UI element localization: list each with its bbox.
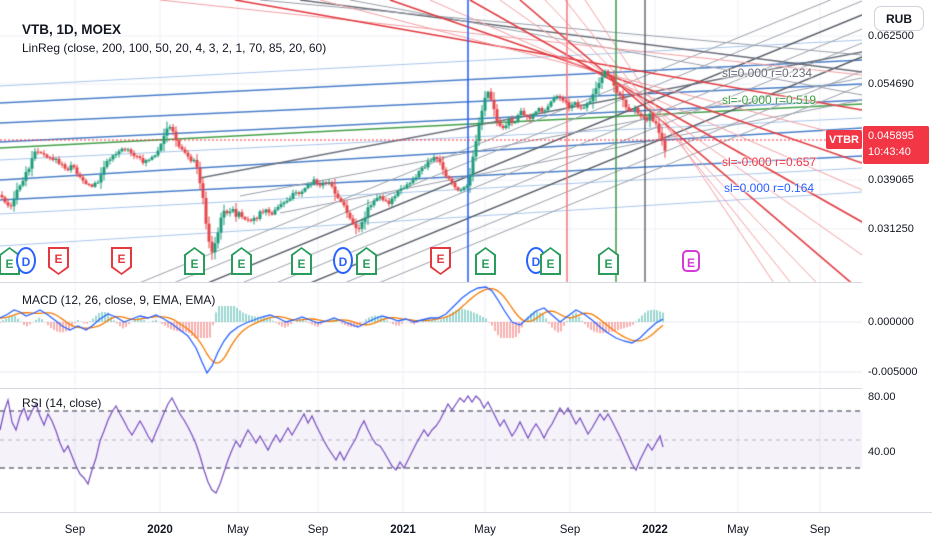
axis-tick-label: 0.000000 — [868, 316, 914, 328]
marker-letter: E — [362, 257, 371, 271]
marker-letter: E — [604, 257, 613, 271]
marker-letter: D — [21, 255, 31, 269]
axis-tick-label: 0.062500 — [868, 30, 914, 42]
event-marker-e[interactable]: E — [540, 247, 561, 275]
event-marker-e[interactable]: E — [598, 247, 619, 275]
linreg-stat-label: sl=-0.000 r=0.519 — [722, 93, 817, 107]
axis-tick-label: 0.031250 — [868, 223, 914, 235]
marker-letter: E — [237, 257, 246, 271]
pane-separator-macd[interactable] — [0, 282, 932, 283]
currency-button[interactable]: RUB — [874, 6, 924, 31]
axis-tick-label: 40.00 — [868, 446, 896, 458]
last-price-time: 10:43:40 — [868, 146, 911, 158]
marker-fill — [186, 249, 203, 273]
event-marker-e[interactable]: E — [48, 247, 69, 275]
marker-letter: E — [5, 257, 14, 271]
time-tick-label: Sep — [307, 524, 329, 536]
marker-letter: E — [686, 256, 695, 270]
marker-fill — [50, 249, 67, 273]
event-marker-d[interactable]: D — [333, 247, 353, 274]
marker-letter: E — [436, 252, 445, 266]
linreg-stat-label: sl=0.000 r=0.164 — [724, 181, 815, 195]
event-marker-e[interactable]: E — [291, 247, 312, 275]
time-tick-label: 2022 — [642, 524, 668, 536]
marker-fill — [1, 249, 18, 273]
axis-tick-label: 80.00 — [868, 391, 896, 403]
price-axis[interactable]: RUB 0.045895 10:43:40 0.062500 0.054690 0.… — [862, 0, 932, 512]
time-tick-label: May — [474, 524, 496, 536]
event-marker-e[interactable]: E — [682, 250, 700, 272]
marker-letter: E — [190, 257, 199, 271]
marker-letter: D — [531, 255, 541, 269]
marker-letter: E — [546, 257, 555, 271]
time-tick-label: Sep — [559, 524, 581, 536]
linreg-indicator-legend[interactable]: LinReg (close, 200, 100, 50, 20, 4, 3, 2… — [22, 41, 327, 55]
price-line-symbol-badge: VTBR — [826, 130, 862, 149]
axis-tick-label: 0.054690 — [868, 78, 914, 90]
time-axis[interactable]: Sep 2020 May Sep 2021 May Sep 2022 May Sep — [0, 512, 932, 550]
time-tick-label: Sep — [64, 524, 86, 536]
time-tick-label: May — [727, 524, 749, 536]
linreg-stat-label: sl=0.000 r=0.234 — [722, 66, 813, 80]
linreg-stat-label: sl=-0.000 r=0.657 — [722, 155, 817, 169]
event-marker-e[interactable]: E — [430, 247, 451, 275]
marker-fill — [358, 249, 375, 273]
time-tick-label: Sep — [809, 524, 831, 536]
time-axis-separator — [0, 512, 932, 513]
event-marker-e[interactable]: E — [475, 247, 496, 275]
marker-letter: E — [481, 257, 490, 271]
marker-fill — [477, 249, 494, 273]
event-marker-e[interactable]: E — [356, 247, 377, 275]
marker-letter: D — [338, 255, 348, 269]
time-tick-label: 2021 — [390, 524, 416, 536]
event-marker-e[interactable]: E — [111, 247, 132, 275]
marker-letter: E — [297, 257, 306, 271]
rsi-indicator-legend[interactable]: RSI (14, close) — [22, 396, 102, 410]
axis-tick-label: -0.005000 — [868, 366, 918, 378]
last-price-badge: 0.045895 10:43:40 — [863, 126, 929, 164]
event-marker-e[interactable]: E — [184, 247, 205, 275]
marker-letter: E — [54, 252, 63, 266]
time-tick-label: 2020 — [147, 524, 173, 536]
time-tick-label: May — [227, 524, 249, 536]
marker-fill — [233, 249, 250, 273]
marker-fill — [600, 249, 617, 273]
marker-fill — [113, 249, 130, 273]
marker-letter: E — [117, 252, 126, 266]
marker-fill — [293, 249, 310, 273]
symbol-legend[interactable]: VTB, 1D, MOEX — [22, 22, 122, 37]
marker-fill — [432, 249, 449, 273]
event-marker-e[interactable]: E — [0, 247, 20, 275]
macd-indicator-legend[interactable]: MACD (12, 26, close, 9, EMA, EMA) — [22, 293, 216, 307]
last-price-value: 0.045895 — [868, 130, 914, 143]
marker-fill — [542, 249, 559, 273]
axis-tick-label: 0.039065 — [868, 174, 914, 186]
event-marker-d[interactable]: D — [16, 247, 36, 274]
pane-separator-rsi[interactable] — [0, 388, 932, 389]
event-marker-e[interactable]: E — [231, 247, 252, 275]
